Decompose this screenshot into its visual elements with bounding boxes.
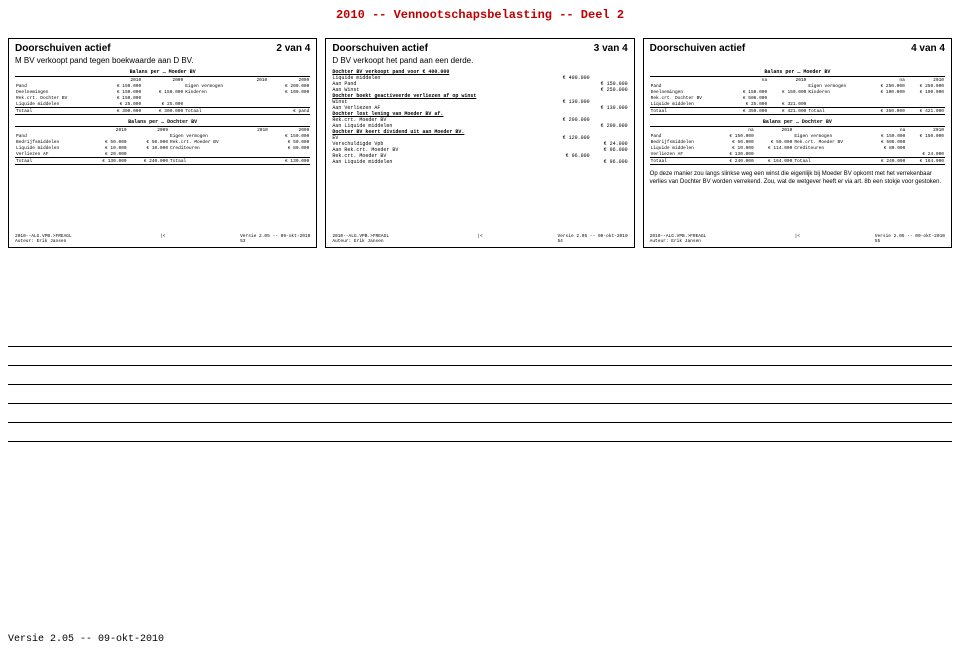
panel-page: 4 van 4 — [911, 43, 945, 54]
rule — [8, 422, 952, 423]
panels-row: Doorschuiven actief 2 van 4 M BV verkoop… — [0, 38, 960, 248]
panel-page: 3 van 4 — [594, 43, 628, 54]
panel-title: Doorschuiven actief — [15, 43, 111, 54]
balance-title: Balans per … Dochter BV — [15, 119, 310, 125]
panel-page: 2 van 4 — [276, 43, 310, 54]
panel-subtitle: D BV verkoopt het pand aan een derde. — [332, 56, 627, 65]
rule — [8, 403, 952, 404]
horizontal-rules — [0, 248, 960, 442]
panel-4-of-4: Doorschuiven actief 4 van 4 Balans per …… — [643, 38, 952, 248]
panel-2-of-4: Doorschuiven actief 2 van 4 M BV verkoop… — [8, 38, 317, 248]
balance-title: Balans per … Moeder BV — [650, 69, 945, 75]
page-title: 2010 -- Vennootschapsbelasting -- Deel 2 — [0, 0, 960, 38]
balance-title: Balans per … Dochter BV — [650, 119, 945, 125]
rule — [8, 384, 952, 385]
balance-table-moeder: na2010na2010PandEigen vermogen€ 250.000€… — [650, 76, 945, 115]
panel-footer: 2010--ALG.VPB.>FREAGL Auteur: Erik Janse… — [332, 234, 627, 244]
explanatory-note: Op deze manier zou langs slinkse weg een… — [650, 171, 945, 186]
panel-subtitle — [650, 56, 945, 65]
rule — [8, 441, 952, 442]
panel-title: Doorschuiven actief — [650, 43, 746, 54]
balance-title: Balans per … Moeder BV — [15, 69, 310, 75]
document-footer: Versie 2.05 -- 09-okt-2010 — [8, 634, 164, 645]
journal-entries: Dochter BV verkoopt pand voor € 400.000L… — [332, 69, 627, 165]
balance-table-dochter: 2010200920102009PandEigen vermogen€ 150.… — [15, 126, 310, 165]
panel-3-of-4: Doorschuiven actief 3 van 4 D BV verkoop… — [325, 38, 634, 248]
rule — [8, 365, 952, 366]
balance-table-moeder: 2010200920102009Pand€ 150.000Eigen vermo… — [15, 76, 310, 115]
rule — [8, 346, 952, 347]
balance-table-dochter: na2010na2010Pand€ 150.000Eigen vermogen€… — [650, 126, 945, 165]
panel-footer: 2010--ALG.VPB.>FREAGL Auteur: Erik Janse… — [650, 234, 945, 244]
panel-footer: 2010--ALG.VPB.>FREAGL Auteur: Erik Janse… — [15, 234, 310, 244]
panel-title: Doorschuiven actief — [332, 43, 428, 54]
panel-subtitle: M BV verkoopt pand tegen boekwaarde aan … — [15, 56, 310, 65]
